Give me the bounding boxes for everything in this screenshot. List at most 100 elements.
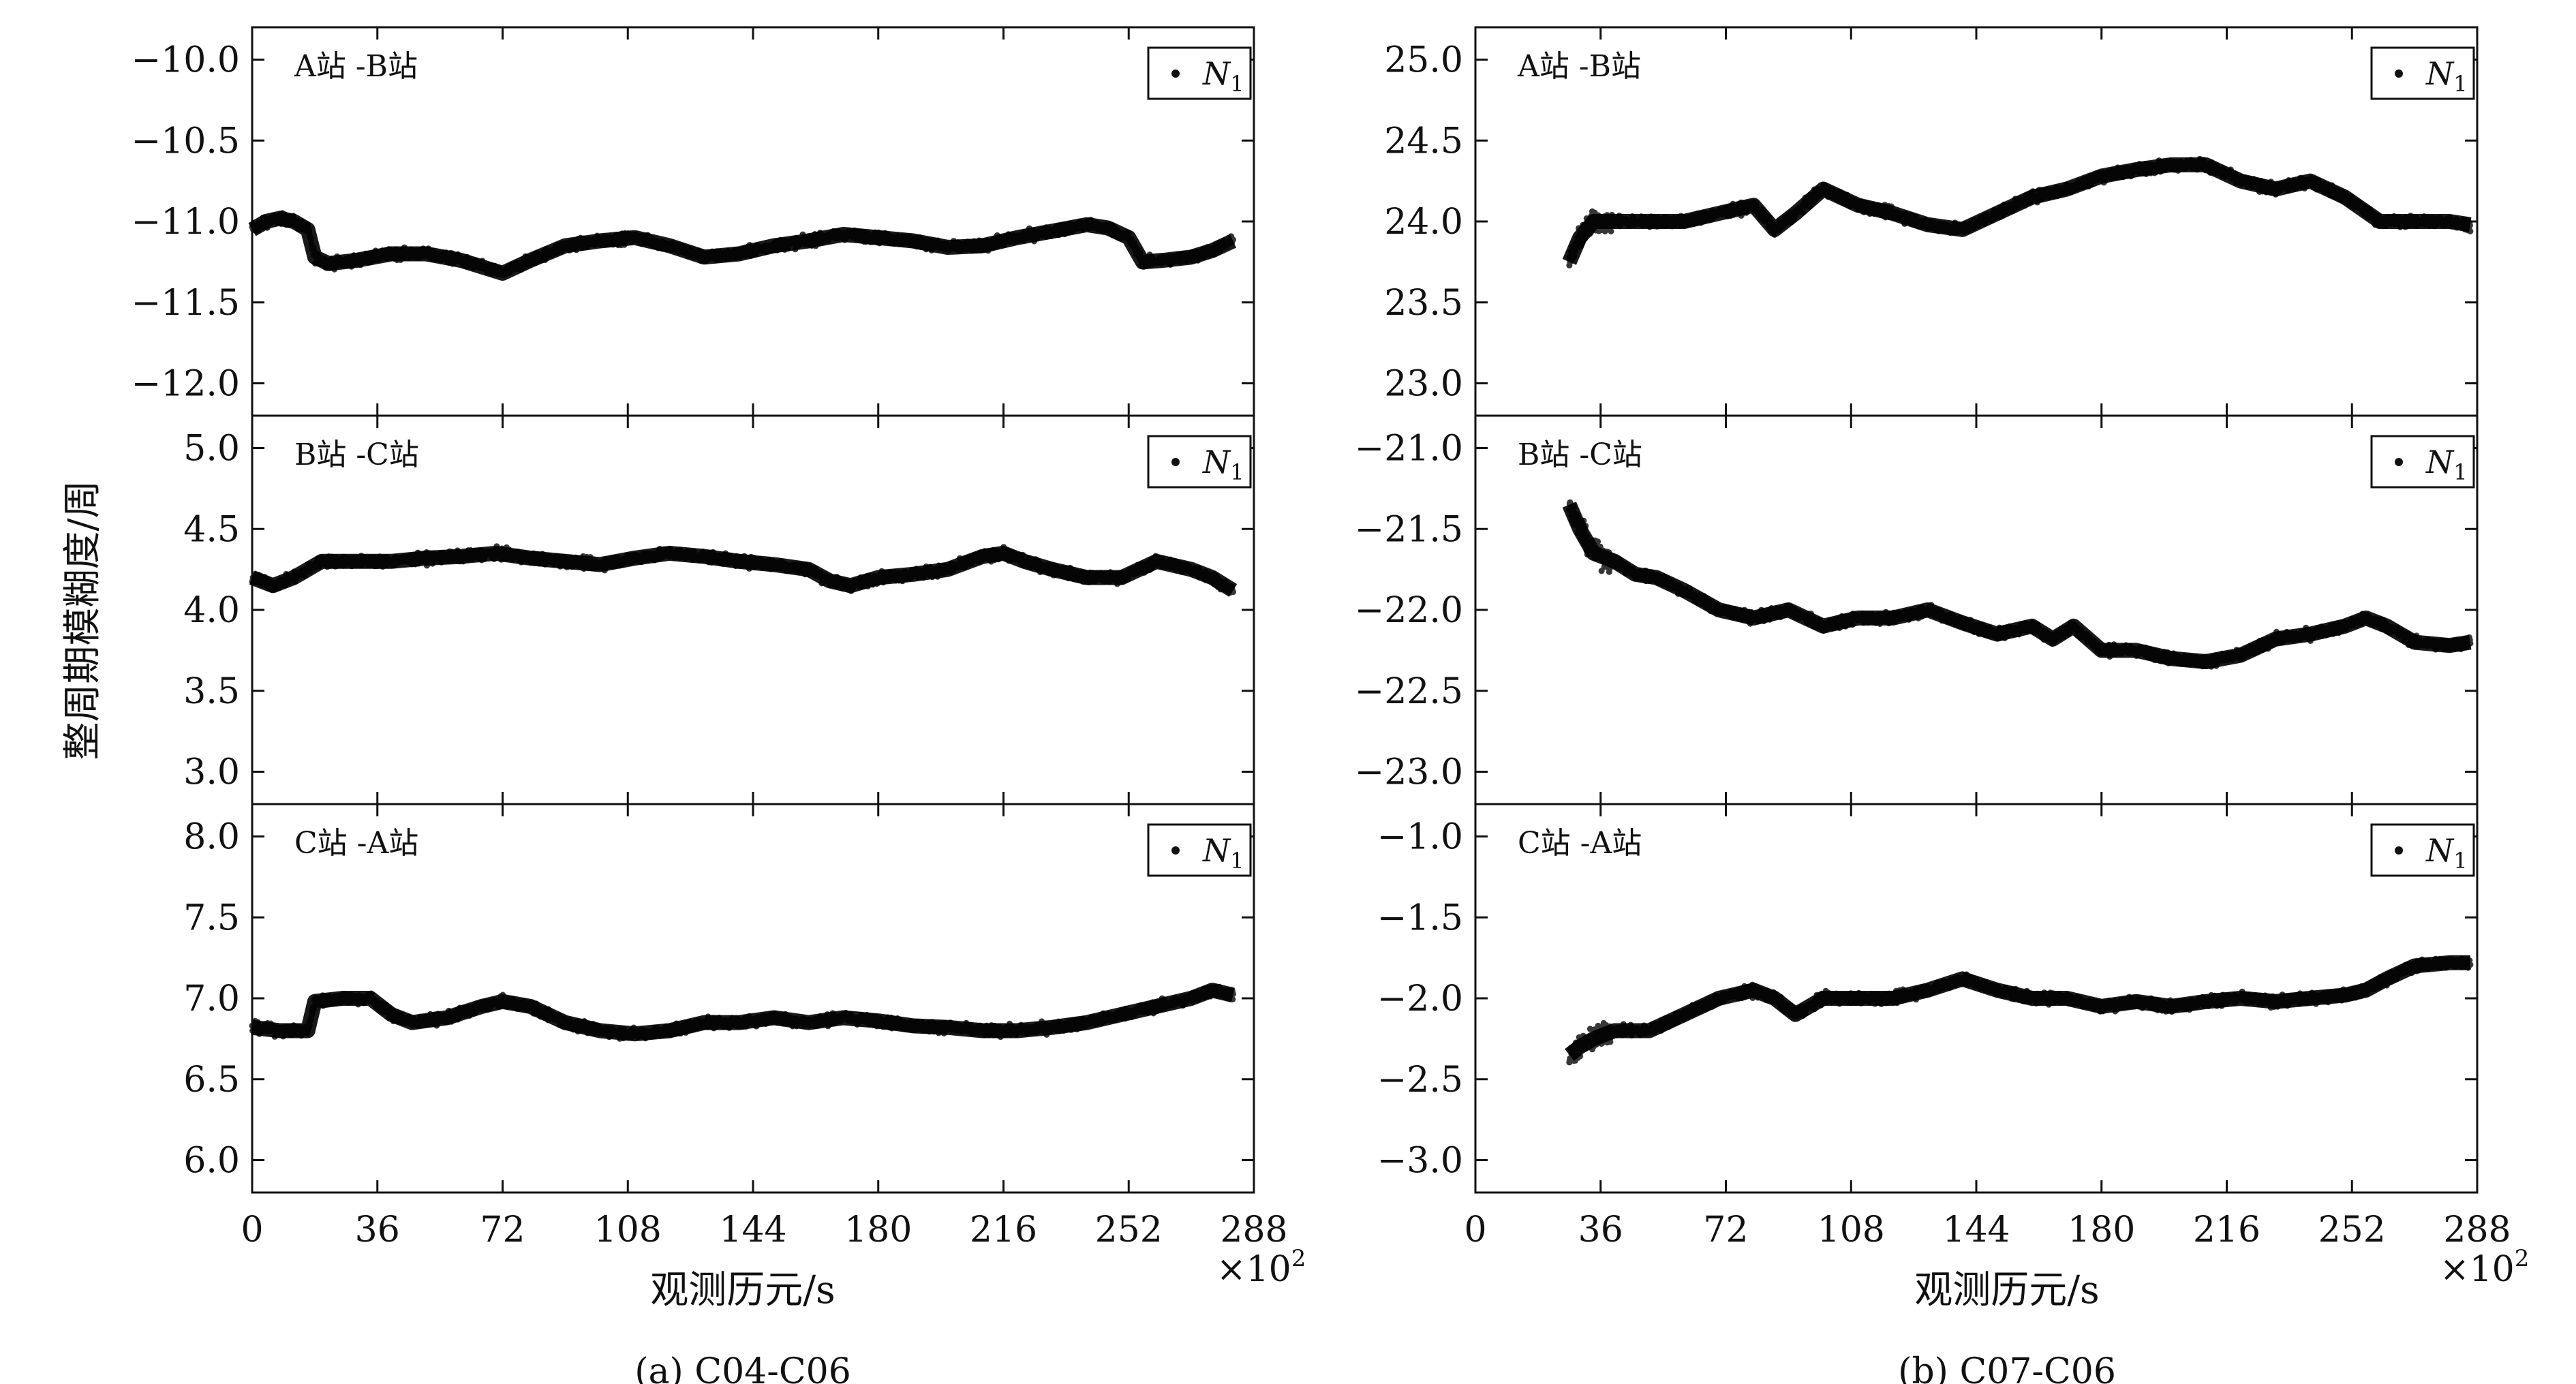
station-label: C站 -A站 [294,826,418,861]
station-label: A站 -B站 [294,49,418,84]
y-tick-label: −21.5 [1355,509,1463,550]
legend-box [2370,46,2475,100]
x-tick-label: 252 [2318,1210,2386,1250]
legend-label: N1 [2425,832,2468,874]
y-tick-label: 7.5 [183,897,240,938]
panel-3: 8.0 7.5 7.0 6.5 6.00 36 72 108 144 180 216 252 288 C站… [183,803,1288,1250]
legend-marker [2395,70,2403,78]
y-tick-label: −2.0 [1377,979,1463,1019]
panel-4: 25.0 24.5 24.0 23.5 23.0 A站 -B站 N1 [1384,26,2479,417]
y-tick-label: −11.0 [132,202,240,243]
station-label: C站 -A站 [1518,826,1642,861]
panel-5: −21.0 −21.5 −22.0 −22.5 −23.0 B站 -C站 N1 [1355,414,2479,805]
y-tick-label: 23.0 [1384,364,1463,405]
station-label: B站 -C站 [1518,437,1642,472]
legend-label: N1 [2425,444,2468,485]
legend-marker [2395,458,2403,466]
y-tick-label: −1.5 [1377,897,1463,938]
x-tick-label: 36 [355,1210,400,1250]
y-tick-label: −3.0 [1377,1141,1463,1182]
series-n1-line [1565,955,2470,1061]
legend-marker [1171,70,1180,78]
legend-marker [1171,846,1180,855]
y-tick-label: −1.0 [1377,817,1463,858]
x-tick-label: 180 [844,1210,912,1250]
y-tick-label: 4.5 [183,509,240,550]
legend-marker [1171,458,1180,466]
x-tick-label: 216 [2193,1210,2260,1250]
y-tick-label: 3.0 [183,752,240,793]
x-tick-label: 252 [1095,1210,1163,1250]
x-tick-label: 216 [970,1210,1037,1250]
y-tick-label: 24.0 [1384,202,1463,243]
panel-6: −1.0 −1.5 −2.0 −2.5 −3.00 36 72 108 144 180 216 252… [1377,803,2511,1250]
legend-label: N1 [1202,444,1244,485]
x-tick-label: 36 [1578,1210,1623,1250]
panel-1: −10.0 −10.5 −11.0 −11.5 −12.0 A站 -B站 N1 [132,26,1255,417]
legend-label: N1 [1202,832,1244,874]
legend: N1 [1147,46,1252,100]
series-n1-line [1562,502,2472,669]
legend-box [1147,46,1252,100]
y-tick-label: −11.5 [132,283,240,324]
x-tick-label: 288 [1220,1210,1287,1250]
y-tick-label: 23.5 [1384,283,1463,324]
station-label: B站 -C站 [294,437,419,472]
x-multiplier-left: ×102 [1216,1245,1306,1290]
legend: N1 [2370,46,2475,100]
y-tick-label: 8.0 [183,817,240,858]
x-tick-label: 144 [1942,1210,2010,1250]
y-tick-label: 25.0 [1384,40,1463,81]
x-multiplier-right: ×102 [2440,1245,2529,1290]
legend-box [2370,823,2475,877]
series-n1-points [1566,499,2474,670]
y-tick-label: −22.5 [1355,671,1463,712]
caption-right: (b) C07-C06 [1898,1351,2116,1384]
y-tick-label: 4.0 [183,590,240,631]
series-n1-line [249,545,1238,597]
panel-frame [251,414,1255,805]
station-label: A站 -B站 [1517,49,1641,84]
y-tick-label: −10.0 [132,40,240,81]
x-tick-label: 288 [2443,1210,2511,1250]
y-tick-label: −21.0 [1355,429,1463,470]
y-tick-label: −10.5 [132,121,240,162]
legend: N1 [2370,823,2475,877]
legend-box [1147,823,1252,877]
x-axis-title-right: 观测历元/s [1914,1268,2100,1312]
x-axis-title-left: 观测历元/s [650,1268,835,1312]
series-n1-line [1562,157,2472,265]
y-axis-title: 整周期模糊度/周 [61,480,105,760]
x-tick-label: 0 [241,1210,263,1250]
legend-box [2370,435,2475,489]
x-tick-label: 180 [2068,1210,2135,1250]
panel-2: 5.0 4.5 4.0 3.5 3.0 B站 -C站 N1 [183,414,1255,805]
y-tick-label: 6.0 [183,1141,240,1182]
y-tick-label: 24.5 [1384,121,1463,162]
x-tick-label: 72 [1703,1210,1748,1250]
y-tick-label: −22.0 [1355,590,1463,631]
x-tick-label: 108 [594,1210,662,1250]
legend: N1 [1147,435,1252,489]
panel-frame [1474,414,2479,805]
y-tick-label: −12.0 [132,364,240,405]
y-tick-label: 3.5 [183,671,240,712]
y-tick-label: 5.0 [183,429,240,470]
legend: N1 [2370,435,2475,489]
caption-left: (a) C04-C06 [634,1351,851,1384]
legend-box [1147,435,1252,489]
y-tick-label: −2.5 [1377,1060,1463,1101]
y-tick-label: −23.0 [1355,752,1463,793]
x-tick-label: 72 [480,1210,525,1250]
panel-frame [251,803,1255,1194]
legend-label: N1 [2425,55,2468,97]
series-n1-line [251,983,1235,1042]
x-tick-label: 0 [1464,1210,1486,1250]
y-tick-label: 6.5 [183,1060,240,1101]
panels: −10.0 −10.5 −11.0 −11.5 −12.0 A站 -B站 N1 5.0 4.5 4… [132,26,2511,1250]
series-n1-line [248,211,1237,281]
y-tick-label: 7.0 [183,979,240,1019]
legend-marker [2395,846,2403,855]
legend: N1 [1147,823,1252,877]
